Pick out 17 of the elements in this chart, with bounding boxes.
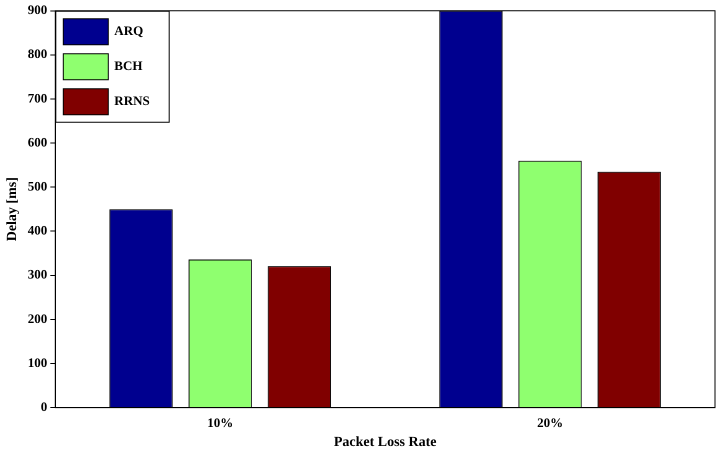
- x-tick-label: 20%: [537, 414, 564, 430]
- y-tick-label: 800: [28, 46, 48, 62]
- y-tick-label: 300: [28, 266, 48, 282]
- y-tick-label: 200: [28, 310, 48, 326]
- legend-label: BCH: [114, 58, 142, 74]
- y-tick-label: 400: [28, 222, 48, 238]
- y-tick-label: 100: [28, 354, 48, 370]
- x-tick-label: 10%: [207, 414, 234, 430]
- legend-label: ARQ: [114, 23, 144, 38]
- legend-label: RRNS: [114, 93, 150, 108]
- x-axis-title: Packet Loss Rate: [334, 435, 436, 450]
- y-axis-title: Delay [ms]: [5, 177, 20, 242]
- y-tick-label: 900: [28, 2, 48, 18]
- y-tick-label: 700: [28, 90, 48, 106]
- y-tick-label: 600: [28, 134, 48, 150]
- y-tick-label: 500: [28, 178, 48, 194]
- y-tick-label: 0: [40, 398, 48, 414]
